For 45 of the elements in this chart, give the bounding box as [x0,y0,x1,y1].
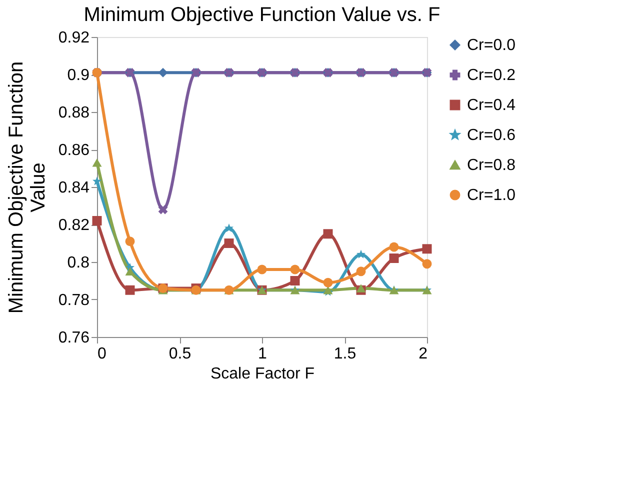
point [323,278,333,288]
point [257,264,267,274]
point [224,238,234,248]
y-tick-label: 0.88 [58,104,90,122]
legend-label: Cr=0.4 [467,97,516,114]
point [92,158,102,167]
x-tick-label: 1.5 [334,346,356,362]
point [422,244,432,254]
point [323,229,333,239]
y-tick-label: 0.86 [58,142,90,159]
point [125,285,135,295]
x-tick-label: 0 [98,346,106,362]
point [356,250,366,258]
point [224,224,234,232]
x-tick-label: 2 [418,346,428,362]
point [92,216,102,226]
point [389,254,399,263]
point [290,264,300,274]
point [356,284,366,292]
y-axis-title: Minimum Objective Function Value [5,61,50,314]
point [356,266,366,276]
x-axis-title: Scale Factor F [210,366,315,382]
x-tick-label: 1 [258,346,268,362]
y-tick-label: 0.9 [67,67,90,84]
point [422,259,432,269]
legend-label: Cr=0.8 [467,157,516,174]
y-tick-label: 0.92 [58,30,90,46]
y-tick-label: 0.84 [58,180,90,196]
chart-title: Minimum Objective Function Value vs. F [84,4,440,26]
x-tick-label: 0.5 [168,346,192,362]
legend-label: Cr=0.2 [467,67,516,84]
y-tick-label: 0.78 [58,292,90,309]
point [389,242,399,252]
point [125,236,135,246]
y-tick-label: 0.8 [67,254,90,272]
point [158,204,168,214]
point [125,267,135,276]
point [290,276,300,286]
point [158,68,168,78]
legend-label: Cr=1.0 [467,187,516,204]
y-tick-label: 0.82 [58,217,90,234]
y-tick-label: 0.76 [58,330,90,346]
legend-label: Cr=0.0 [467,37,516,54]
point [92,176,102,186]
legend-label: Cr=0.6 [467,127,516,144]
